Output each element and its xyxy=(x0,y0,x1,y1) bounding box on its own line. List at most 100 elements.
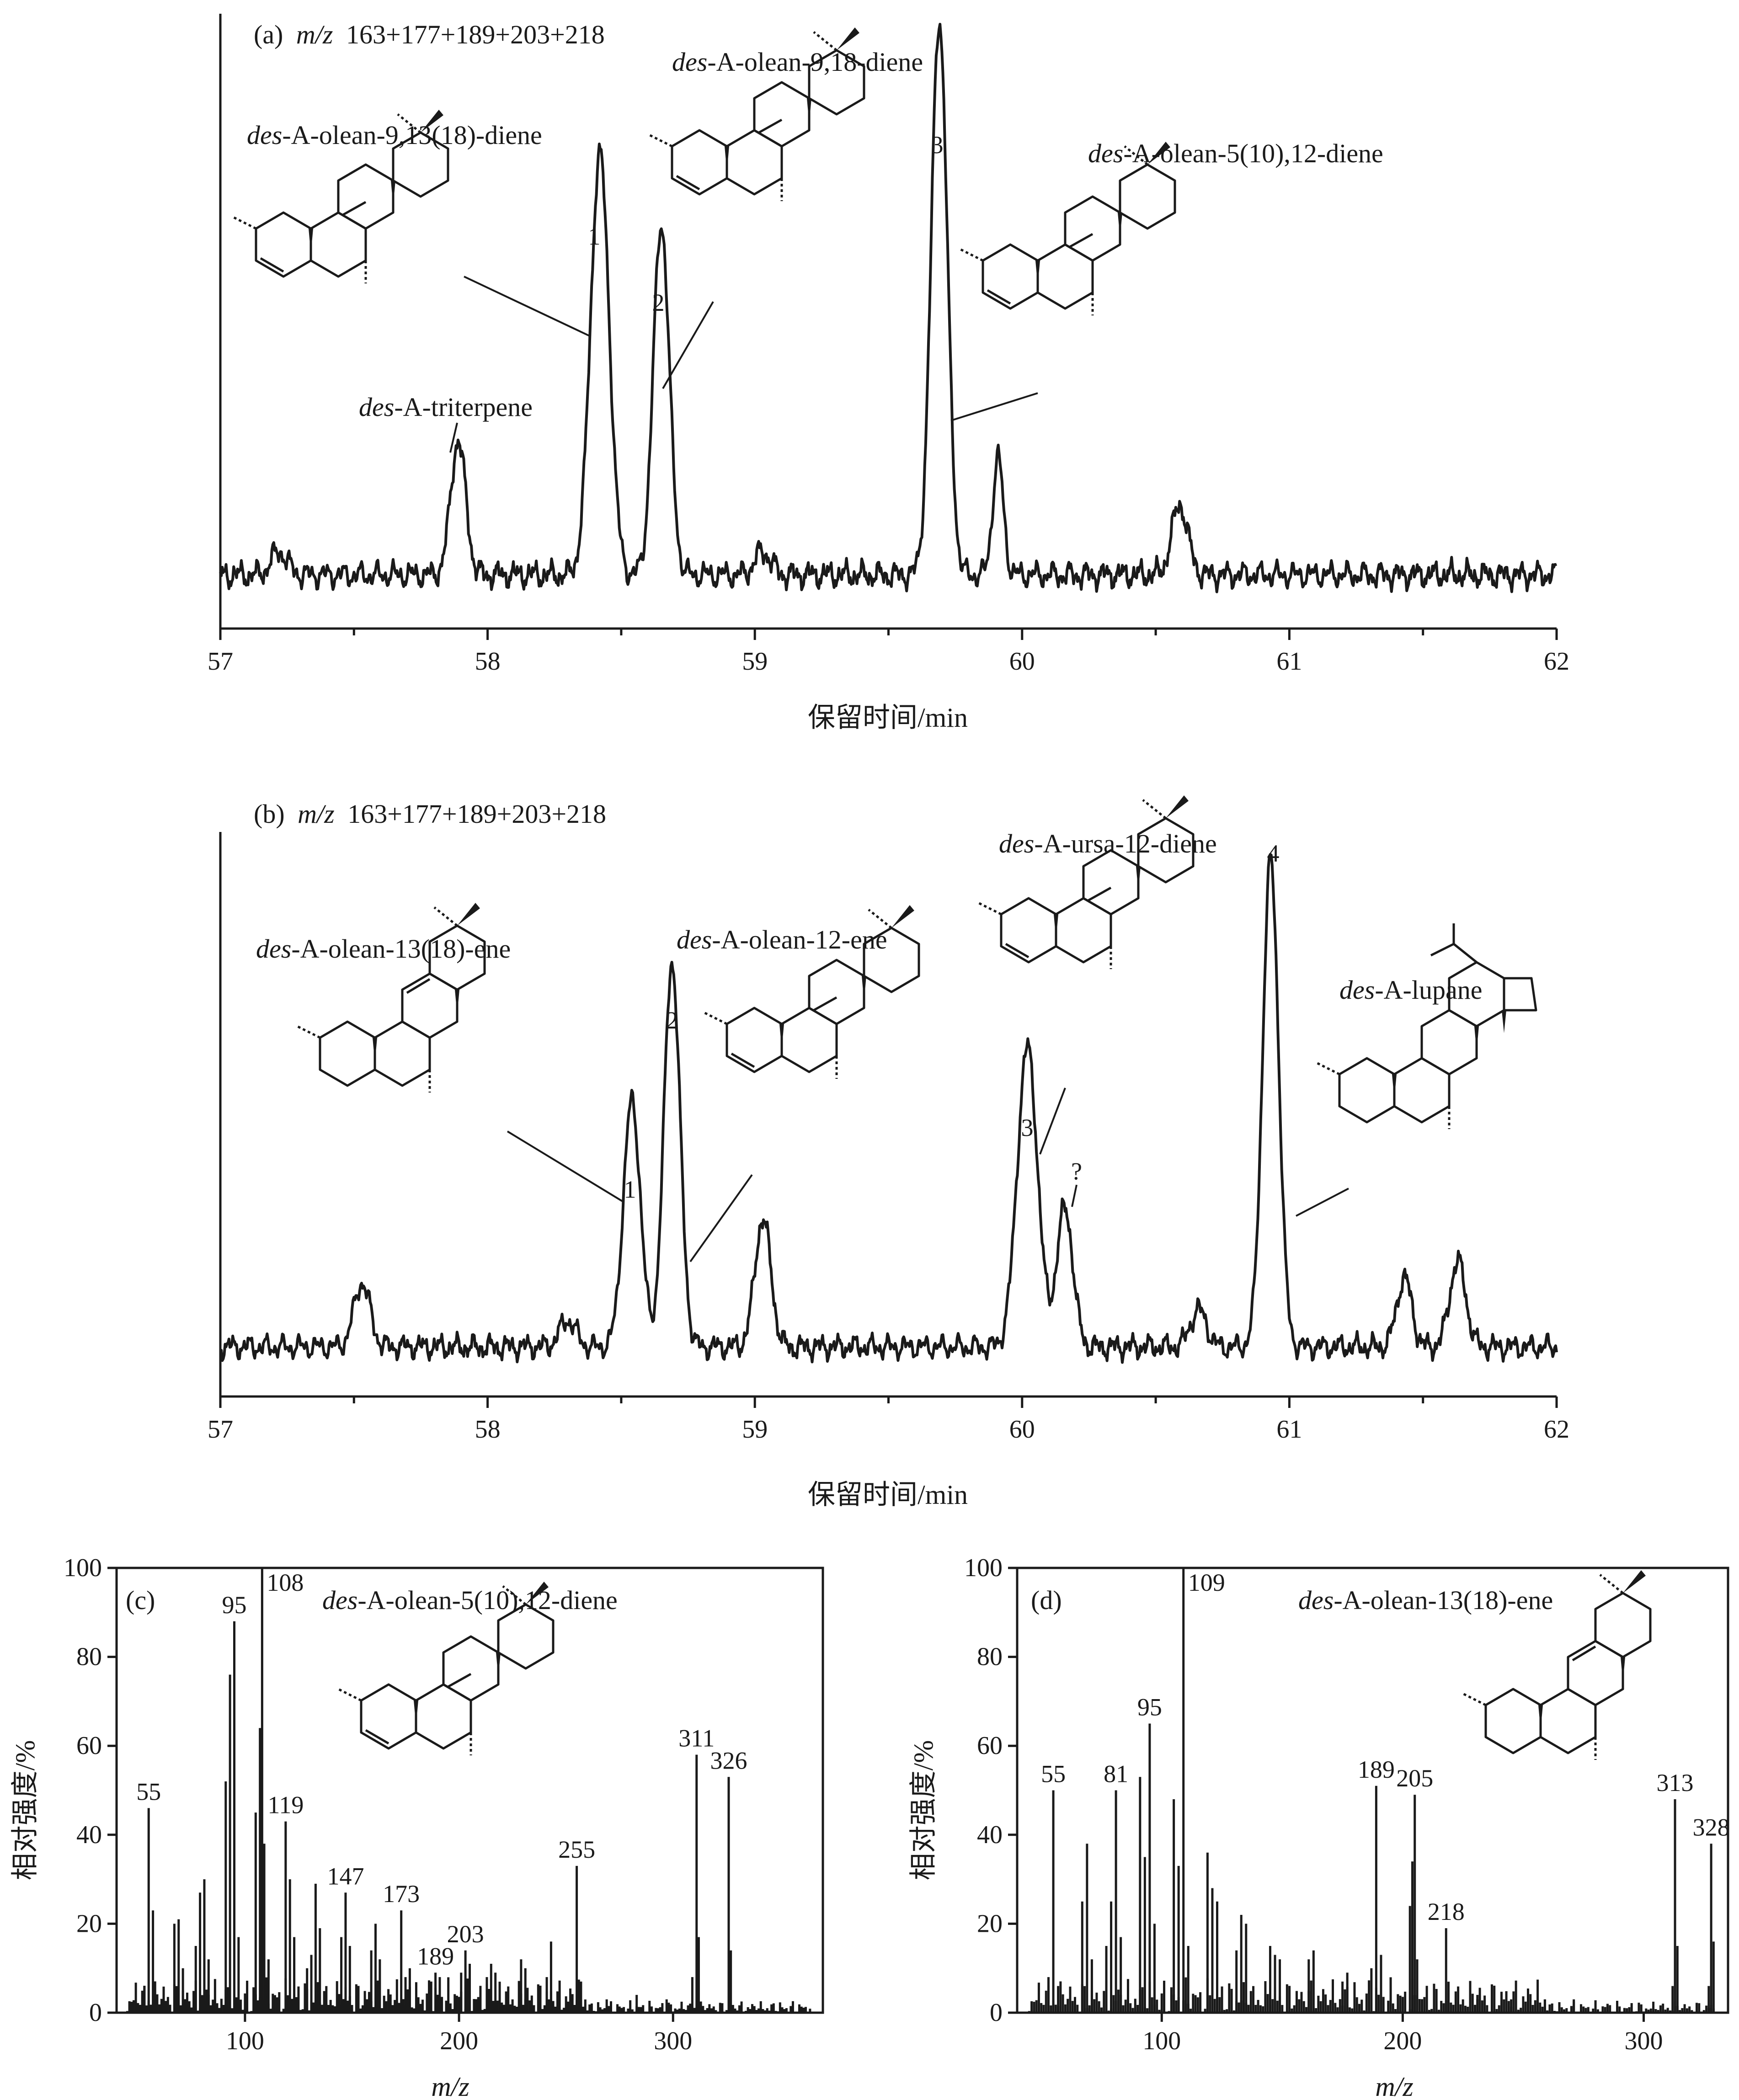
panel-b-structure-1 xyxy=(297,903,485,1093)
panel-a-trace xyxy=(219,22,1558,593)
panel-c-peak-label: 95 xyxy=(222,1591,247,1619)
panel-b-compound-4-label: des-A-lupane xyxy=(1339,975,1482,1005)
panel-a-leader-1 xyxy=(464,276,590,337)
panel-c-peak-label: 119 xyxy=(267,1791,304,1819)
panel-a-xlabel: 保留时间/min xyxy=(808,703,968,733)
panel-b-leader-unknown xyxy=(1071,1184,1078,1207)
panel-d-peak-label: 189 xyxy=(1358,1756,1395,1783)
panel-d-peak-label: 328 xyxy=(1693,1813,1730,1841)
panel-d-peak-label: 81 xyxy=(1104,1760,1128,1788)
panel-a-tick-label: 59 xyxy=(742,647,768,676)
panel-c-peak-label: 311 xyxy=(678,1725,715,1752)
panel-c-compound: des-A-olean-5(10),12-diene xyxy=(322,1585,618,1615)
panel-a-leader-3 xyxy=(950,392,1038,421)
panel-d-peak-label: 313 xyxy=(1657,1769,1694,1796)
panel-b-compound-1-label: des-A-olean-13(18)-ene xyxy=(256,934,511,964)
panel-b-axes: 57 58 59 60 61 62 xyxy=(208,832,1569,1444)
panel-d-peak-label: 218 xyxy=(1428,1898,1465,1925)
panel-c-peak-label: 255 xyxy=(558,1836,595,1863)
panel-d-peak-label: 109 xyxy=(1188,1569,1225,1596)
panel-c-axes: 0 20 40 60 80 100 100 200 300 xyxy=(64,1554,824,2055)
panel-c-ytick-label: 0 xyxy=(89,1999,102,2027)
panel-a-title: (a) m/z 163+177+189+203+218 xyxy=(254,20,605,49)
panel-c-ytick-label: 80 xyxy=(76,1643,102,1671)
panel-d-xtick-label: 300 xyxy=(1625,2027,1663,2055)
panel-b-structure-3 xyxy=(978,795,1193,969)
panel-d-ytick-label: 100 xyxy=(964,1554,1003,1582)
panel-b-tick-label: 59 xyxy=(742,1415,768,1444)
panel-a-mz-prefix: m/z xyxy=(296,20,333,49)
panel-d-compound: des-A-olean-13(18)-ene xyxy=(1298,1585,1553,1615)
panel-c-peak-label: 326 xyxy=(710,1747,747,1774)
panel-d-ytick-label: 40 xyxy=(977,1821,1003,1849)
panel-c-peak-label: 189 xyxy=(417,1942,454,1970)
panel-a-tick-label: 61 xyxy=(1276,647,1302,676)
panel-c-frame xyxy=(115,1567,824,2014)
panel-a-compound-1-label: des-A-olean-9,13(18)-diene xyxy=(247,120,542,150)
chromatogram-a: (a) m/z 163+177+189+203+218 des-A-olean-… xyxy=(208,14,1569,733)
panel-b-leader-2 xyxy=(689,1174,753,1263)
panel-d-ytick-label: 80 xyxy=(977,1643,1003,1671)
panel-d-bars: 55 81 95 109 189 205 218 313 328 xyxy=(1028,1568,1730,2013)
panel-a-axes: 57 58 59 60 61 62 xyxy=(208,14,1569,676)
panel-b-xlabel: 保留时间/min xyxy=(808,1480,968,1510)
panel-d-ytick-label: 20 xyxy=(977,1909,1003,1938)
panel-c-xtick-label: 200 xyxy=(440,2027,478,2055)
panel-b-compound-2-label: des-A-olean-12-ene xyxy=(677,925,887,954)
panel-b-peak-3: 3 xyxy=(1021,1114,1034,1141)
panel-c-peak-label: 173 xyxy=(383,1880,420,1908)
panel-b-label: (b) xyxy=(254,799,285,829)
panel-d-xlabel: m/z xyxy=(1375,2072,1413,2100)
panel-b-masses: 163+177+189+203+218 xyxy=(347,799,606,829)
panel-d-peak-label: 95 xyxy=(1137,1694,1162,1721)
panel-b-leader-1 xyxy=(507,1130,625,1203)
panel-b-structure-4 xyxy=(1317,923,1536,1129)
panel-d-xtick-label: 100 xyxy=(1142,2027,1181,2055)
panel-c-xtick-label: 100 xyxy=(226,2027,264,2055)
panel-a-tick-label: 60 xyxy=(1009,647,1035,676)
panel-c-ylabel: 相对强度/% xyxy=(10,1740,40,1881)
panel-b-leader-4 xyxy=(1296,1188,1349,1217)
panel-c-peak-label: 108 xyxy=(267,1569,304,1596)
panel-d-frame xyxy=(1016,1567,1729,2014)
panel-c-ytick-label: 60 xyxy=(76,1732,102,1760)
panel-a-structure-3 xyxy=(960,142,1175,315)
panel-d-ylabel: 相对强度/% xyxy=(908,1740,939,1881)
panel-b-trace xyxy=(219,853,1558,1364)
panel-d-ytick-label: 0 xyxy=(990,1999,1003,2027)
panel-c-ytick-label: 20 xyxy=(76,1909,102,1938)
panel-d-axes: 0 20 40 60 80 100 100 200 300 xyxy=(964,1554,1729,2055)
panel-b-tick-label: 57 xyxy=(208,1415,233,1444)
panel-a-label: (a) xyxy=(254,20,283,49)
panel-c-label: (c) xyxy=(126,1585,155,1615)
panel-c-xlabel: m/z xyxy=(431,2072,469,2100)
panel-b-mz-prefix: m/z xyxy=(298,799,335,829)
panel-b-tick-label: 60 xyxy=(1009,1415,1035,1444)
panel-a-masses: 163+177+189+203+218 xyxy=(346,20,605,49)
panel-b-title: (b) m/z 163+177+189+203+218 xyxy=(254,799,606,829)
panel-b-tick-label: 62 xyxy=(1544,1415,1569,1444)
panel-b-tick-label: 58 xyxy=(475,1415,501,1444)
panel-c-peak-label: 203 xyxy=(447,1920,484,1948)
panel-a-tick-label: 58 xyxy=(475,647,501,676)
panel-b-peak-1: 1 xyxy=(624,1176,636,1203)
panel-b-peak-unknown: ? xyxy=(1071,1157,1082,1185)
panel-d-label: (d) xyxy=(1031,1585,1062,1615)
panel-b-compound-3-label: des-A-ursa-12-diene xyxy=(999,829,1217,858)
panel-a-triterpene-label: des-A-triterpene xyxy=(359,392,533,422)
panel-c-peak-label: 55 xyxy=(136,1778,161,1805)
panel-d-peak-label: 55 xyxy=(1041,1760,1066,1788)
panel-c-xtick-label: 300 xyxy=(654,2027,692,2055)
mass-spectrum-c: (c) des-A-olean-5(10),12-diene 55 95 108 11… xyxy=(10,1554,824,2100)
panel-a-leader-triterpene xyxy=(449,422,458,453)
panel-a-tick-label: 62 xyxy=(1544,647,1569,676)
panel-c-ytick-label: 40 xyxy=(76,1821,102,1849)
panel-a-tick-label: 57 xyxy=(208,647,233,676)
panel-a-compound-2-label: des-A-olean-9,18-diene xyxy=(672,47,923,77)
panel-c-ytick-label: 100 xyxy=(64,1554,102,1582)
panel-b-leader-3 xyxy=(1039,1087,1066,1155)
panel-c-peak-label: 147 xyxy=(327,1862,364,1890)
mass-spectrum-d: (d) des-A-olean-13(18)-ene 55 81 95 109 189 2… xyxy=(908,1554,1730,2100)
